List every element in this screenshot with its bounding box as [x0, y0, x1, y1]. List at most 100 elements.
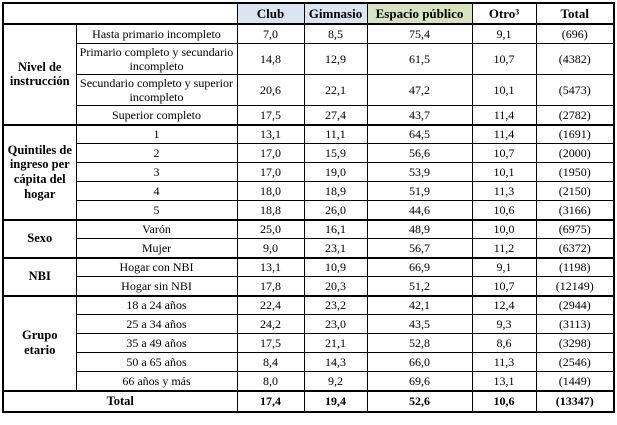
- value-cell: (2944): [535, 294, 615, 316]
- participation-table: Club Gimnasio Espacio público Otro³ Tota…: [2, 2, 615, 413]
- value-cell: (696): [535, 23, 615, 44]
- value-cell: 48,9: [366, 218, 473, 240]
- row-label: 4: [75, 181, 238, 202]
- value-cell: 66,0: [366, 352, 473, 373]
- group-label-nbi: NBI: [2, 256, 77, 297]
- value-cell: 17,0: [236, 143, 305, 164]
- value-cell: 10,0: [471, 218, 537, 240]
- value-cell: 10,7: [471, 42, 537, 75]
- total-value-gimnasio: 19,4: [303, 389, 368, 413]
- value-cell: (2546): [535, 352, 615, 373]
- table-row-secundario-completo-y-superior-incompleto: Secundario completo y superior incomplet…: [3, 73, 615, 107]
- header-row: Club Gimnasio Espacio público Otro³ Tota…: [2, 2, 615, 25]
- value-cell: (1198): [535, 256, 615, 278]
- value-cell: 25,0: [236, 218, 305, 240]
- value-cell: 53,9: [366, 162, 473, 183]
- value-cell: 21,1: [303, 333, 368, 354]
- value-cell: (5473): [535, 73, 615, 107]
- value-cell: 10,7: [471, 276, 537, 297]
- value-cell: 18,8: [236, 200, 305, 221]
- group-label-quintiles-de-ingreso-per-capita-del-hogar: Quintiles de ingreso per cápita del hoga…: [2, 123, 77, 221]
- total-value-total: (13347): [535, 389, 615, 413]
- row-label: 35 a 49 años: [75, 333, 238, 354]
- value-cell: 69,6: [366, 371, 473, 392]
- value-cell: (2782): [535, 105, 615, 126]
- table-row-4: 4 18,0 18,9 51,9 11,3 (2150): [3, 181, 615, 202]
- table-row-primario-completo-y-secundario-incompleto: Primario completo y secundario incomplet…: [3, 42, 615, 75]
- value-cell: 26,0: [303, 200, 368, 221]
- value-cell: 8,0: [236, 371, 305, 392]
- value-cell: 12,9: [303, 42, 368, 75]
- value-cell: (1691): [535, 123, 615, 145]
- value-cell: 22,4: [236, 294, 305, 316]
- total-value-espacio-publico: 52,6: [366, 389, 473, 413]
- value-cell: 13,1: [236, 256, 305, 278]
- value-cell: 23,1: [303, 238, 368, 259]
- table-row-3: 3 17,0 19,0 53,9 10,1 (1950): [3, 162, 615, 183]
- value-cell: 42,1: [366, 294, 473, 316]
- value-cell: 56,6: [366, 143, 473, 164]
- value-cell: 20,6: [236, 73, 305, 107]
- group-label-grupo-etario: Grupo etario: [2, 294, 77, 392]
- row-label: Hasta primario incompleto: [75, 23, 238, 44]
- value-cell: (3166): [535, 200, 615, 221]
- value-cell: (1449): [535, 371, 615, 392]
- value-cell: 10,7: [471, 143, 537, 164]
- value-cell: 66,9: [366, 256, 473, 278]
- row-label: 66 años y más: [75, 371, 238, 392]
- total-row: Total 17,4 19,4 52,6 10,6 (13347): [2, 389, 615, 413]
- value-cell: 44,6: [366, 200, 473, 221]
- value-cell: 52,8: [366, 333, 473, 354]
- value-cell: 17,5: [236, 105, 305, 126]
- value-cell: 7,0: [236, 23, 305, 44]
- value-cell: 23,0: [303, 314, 368, 335]
- value-cell: 20,3: [303, 276, 368, 297]
- value-cell: 22,1: [303, 73, 368, 107]
- group-label-sexo: Sexo: [2, 218, 77, 259]
- table-row-mujer: Mujer 9,0 23,1 56,7 11,2 (6372): [3, 238, 615, 259]
- total-value-club: 17,4: [236, 389, 305, 413]
- value-cell: 17,5: [236, 333, 305, 354]
- value-cell: (6975): [535, 218, 615, 240]
- value-cell: 23,2: [303, 294, 368, 316]
- row-label: 3: [75, 162, 238, 183]
- table-row-25-a-34-anos: 25 a 34 años 24,2 23,0 43,5 9,3 (3113): [3, 314, 615, 335]
- row-label: 1: [75, 123, 238, 145]
- value-cell: 51,2: [366, 276, 473, 297]
- header-espacio-publico: Espacio público: [366, 2, 473, 25]
- table-row-varon: Sexo Varón 25,0 16,1 48,9 10,0 (6975): [2, 218, 615, 259]
- value-cell: 64,5: [366, 123, 473, 145]
- value-cell: 43,5: [366, 314, 473, 335]
- value-cell: 18,0: [236, 181, 305, 202]
- value-cell: 61,5: [366, 42, 473, 75]
- row-label: Hogar con NBI: [75, 256, 238, 278]
- value-cell: (2000): [535, 143, 615, 164]
- table-row-superior-completo: Superior completo 17,5 27,4 43,7 11,4 (2782): [3, 105, 615, 126]
- row-label: 18 a 24 años: [75, 294, 238, 316]
- total-row-label: Total: [2, 389, 238, 413]
- group-label-nivel-de-instruccion: Nivel de instrucción: [2, 23, 77, 126]
- value-cell: 11,1: [303, 123, 368, 145]
- value-cell: 8,4: [236, 352, 305, 373]
- row-label: 2: [75, 143, 238, 164]
- value-cell: (3113): [535, 314, 615, 335]
- row-label: Hogar sin NBI: [75, 276, 238, 297]
- table-row-1: Quintiles de ingreso per cápita del hoga…: [2, 123, 615, 221]
- row-label: Primario completo y secundario incomplet…: [75, 42, 238, 75]
- row-label: 50 a 65 años: [75, 352, 238, 373]
- table-row-2: 2 17,0 15,9 56,6 10,7 (2000): [3, 143, 615, 164]
- value-cell: 14,3: [303, 352, 368, 373]
- value-cell: 56,7: [366, 238, 473, 259]
- value-cell: 13,1: [471, 371, 537, 392]
- row-label: Varón: [75, 218, 238, 240]
- row-label: Secundario completo y superior incomplet…: [75, 73, 238, 107]
- value-cell: 24,2: [236, 314, 305, 335]
- header-total: Total: [535, 2, 615, 25]
- table-row-hogar-con-nbi: NBI Hogar con NBI 13,1 10,9 66,9 9,1 (1198): [2, 256, 615, 297]
- value-cell: 43,7: [366, 105, 473, 126]
- value-cell: 17,8: [236, 276, 305, 297]
- header-otro: Otro³: [471, 2, 537, 25]
- table-row-50-a-65-anos: 50 a 65 años 8,4 14,3 66,0 11,3 (2546): [3, 352, 615, 373]
- value-cell: (3298): [535, 333, 615, 354]
- value-cell: (12149): [535, 276, 615, 297]
